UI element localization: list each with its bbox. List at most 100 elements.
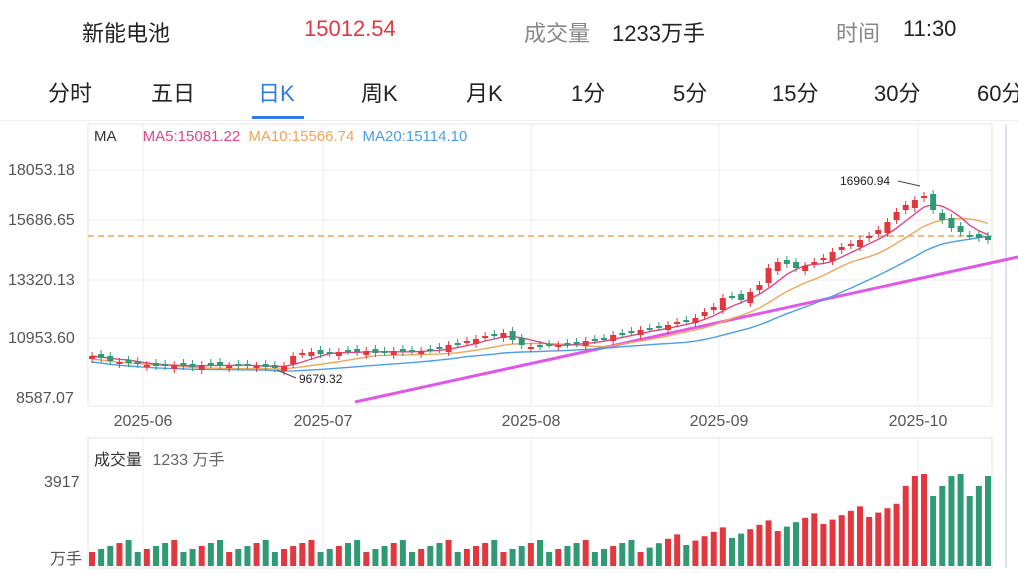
candle xyxy=(573,342,580,344)
tab-daily-k[interactable]: 日K xyxy=(258,81,295,106)
volume-bar xyxy=(116,543,123,566)
candle xyxy=(582,341,589,346)
volume-bar xyxy=(774,531,781,566)
candle xyxy=(637,330,644,335)
high-annotation-leader xyxy=(897,180,921,187)
candle xyxy=(518,338,525,345)
candle xyxy=(683,320,690,322)
candle xyxy=(509,331,516,340)
candle xyxy=(802,266,809,271)
candle xyxy=(482,336,489,338)
volume-bar xyxy=(966,496,973,566)
candle xyxy=(153,363,159,366)
candle xyxy=(646,328,653,330)
candle xyxy=(107,356,114,361)
volume-bar xyxy=(866,517,873,566)
time-value: 11:30 xyxy=(903,16,957,41)
tab-15min[interactable]: 15分 xyxy=(772,81,819,106)
volume-bar xyxy=(107,546,114,566)
candle xyxy=(555,345,562,347)
candle xyxy=(948,218,955,228)
volume-bar xyxy=(701,536,708,566)
candle xyxy=(363,351,370,355)
y-tick-label: 18053.18 xyxy=(8,162,75,179)
candle xyxy=(436,347,443,349)
volume-bar xyxy=(985,476,991,566)
volume-bar xyxy=(628,540,635,566)
volume-bar xyxy=(637,552,644,566)
volume-bar xyxy=(692,540,699,566)
volume-legend-value: 1233 万手 xyxy=(152,452,225,469)
candle xyxy=(262,364,269,367)
candle xyxy=(463,341,470,343)
tab-60min[interactable]: 60分 xyxy=(977,81,1018,106)
volume-bar xyxy=(591,552,598,566)
volume-bar xyxy=(665,538,671,566)
volume-bar xyxy=(226,552,233,566)
x-tick-label: 2025-09 xyxy=(690,413,749,430)
candle xyxy=(701,312,708,316)
ma-label: MA xyxy=(94,128,117,145)
volume-bar xyxy=(418,549,425,566)
candle xyxy=(89,356,95,359)
candle xyxy=(390,351,397,355)
kline-chart[interactable]: 18053.18 15686.65 13320.13 10953.60 8587… xyxy=(0,122,1018,574)
price-panel-frame xyxy=(87,123,993,407)
candle xyxy=(765,268,772,283)
volume-bar xyxy=(930,496,937,566)
candle xyxy=(902,205,909,210)
candle xyxy=(875,230,882,234)
volume-bar xyxy=(345,543,351,566)
volume-bar xyxy=(527,543,534,566)
candle xyxy=(729,296,735,298)
volume-bar xyxy=(171,540,178,566)
volume-bar xyxy=(281,549,287,566)
volume-bar xyxy=(646,547,653,566)
volume-bar xyxy=(482,543,489,566)
volume-bar xyxy=(738,533,745,566)
tab-1min[interactable]: 1分 xyxy=(571,81,606,106)
volume-bar xyxy=(793,522,799,566)
candle xyxy=(308,352,315,356)
volume-bar xyxy=(217,540,223,566)
volume-bar xyxy=(555,549,562,566)
ma5-legend: MA5:15081.22 xyxy=(142,128,241,145)
tab-fenshi[interactable]: 分时 xyxy=(48,81,93,106)
candle xyxy=(738,294,745,300)
candle xyxy=(829,252,836,261)
y-tick-label: 15686.65 xyxy=(8,212,75,229)
tab-wuri[interactable]: 五日 xyxy=(151,81,196,106)
candle xyxy=(98,354,105,358)
volume-bar xyxy=(747,529,754,566)
volume-bar xyxy=(98,549,105,566)
volume-tick-label: 3917 xyxy=(44,474,80,491)
volume-bar xyxy=(399,540,406,566)
candle xyxy=(143,365,150,367)
volume-bar xyxy=(811,513,818,566)
x-tick-label: 2025-08 xyxy=(502,413,561,430)
volume-bars xyxy=(89,474,991,566)
candle xyxy=(847,244,854,246)
tab-5min[interactable]: 5分 xyxy=(673,81,708,106)
candle xyxy=(189,364,196,367)
candle xyxy=(893,212,900,220)
candle xyxy=(610,335,617,341)
candle xyxy=(674,322,681,324)
volume-bar xyxy=(299,543,306,566)
volume-bar xyxy=(582,540,589,566)
candle xyxy=(335,352,342,356)
volume-bar xyxy=(573,543,580,566)
last-price: 15012.54 xyxy=(304,16,396,41)
volume-bar xyxy=(802,517,809,566)
candle xyxy=(244,364,251,366)
tab-monthly-k[interactable]: 月K xyxy=(466,81,503,106)
candle xyxy=(271,365,278,368)
volume-bar xyxy=(564,546,571,566)
candle xyxy=(207,363,214,365)
candle xyxy=(473,339,479,344)
volume-bar xyxy=(509,549,516,566)
volume-legend-label: 成交量 xyxy=(94,452,143,469)
candle xyxy=(921,196,927,198)
tab-weekly-k[interactable]: 周K xyxy=(361,81,398,106)
tab-30min[interactable]: 30分 xyxy=(874,81,921,106)
